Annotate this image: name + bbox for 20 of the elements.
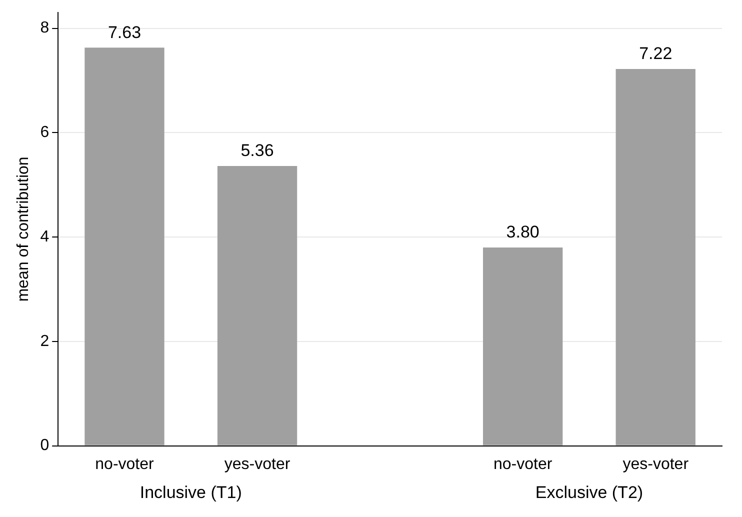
text: Inclusive (T1) (140, 483, 242, 502)
y-tick-label: 6 (40, 124, 50, 142)
data-label: 5.36 (240, 141, 274, 160)
bar (217, 166, 298, 446)
y-tick-label: 8 (40, 20, 50, 37)
y-tick-label: 4 (40, 228, 50, 246)
text: Exclusive (T2) (535, 483, 644, 502)
y-axis-title: mean of contribution (15, 156, 32, 302)
y-tick-label: 2 (40, 332, 50, 350)
data-label: 3.80 (506, 222, 540, 242)
data-label: 7.63 (108, 22, 142, 42)
x-tick-label: yes-voter (224, 456, 291, 473)
x-tick-label: no-voter (493, 456, 553, 473)
bar (616, 68, 696, 446)
data-label: 7.22 (639, 44, 672, 64)
bar (84, 48, 164, 446)
x-tick-label: yes-voter (622, 456, 690, 473)
y-tick-label: 0 (40, 437, 50, 454)
x-tick-label: no-voter (95, 456, 155, 473)
bar (482, 247, 563, 446)
